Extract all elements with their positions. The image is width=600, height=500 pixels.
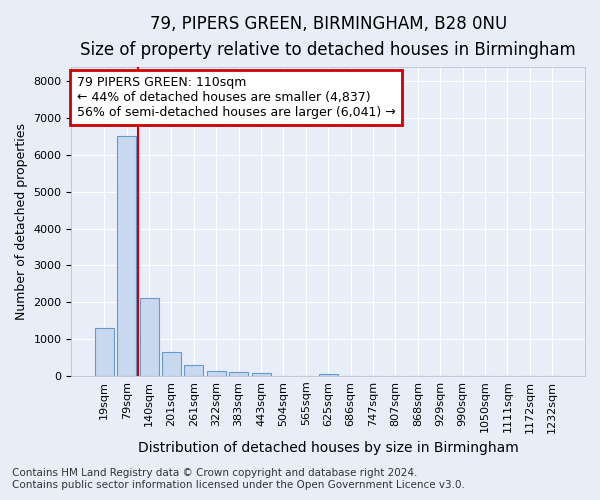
Bar: [251, 374, 271, 376]
Bar: [117, 136, 136, 376]
Text: Contains HM Land Registry data © Crown copyright and database right 2024.
Contai: Contains HM Land Registry data © Crown c…: [12, 468, 465, 490]
Bar: [95, 328, 114, 376]
X-axis label: Distribution of detached houses by size in Birmingham: Distribution of detached houses by size …: [138, 441, 518, 455]
Bar: [140, 298, 158, 376]
Y-axis label: Number of detached properties: Number of detached properties: [15, 122, 28, 320]
Text: 79 PIPERS GREEN: 110sqm
← 44% of detached houses are smaller (4,837)
56% of semi: 79 PIPERS GREEN: 110sqm ← 44% of detache…: [77, 76, 395, 119]
Bar: [184, 365, 203, 376]
Bar: [207, 370, 226, 376]
Bar: [229, 372, 248, 376]
Title: 79, PIPERS GREEN, BIRMINGHAM, B28 0NU
Size of property relative to detached hous: 79, PIPERS GREEN, BIRMINGHAM, B28 0NU Si…: [80, 15, 576, 60]
Bar: [319, 374, 338, 376]
Bar: [162, 352, 181, 376]
